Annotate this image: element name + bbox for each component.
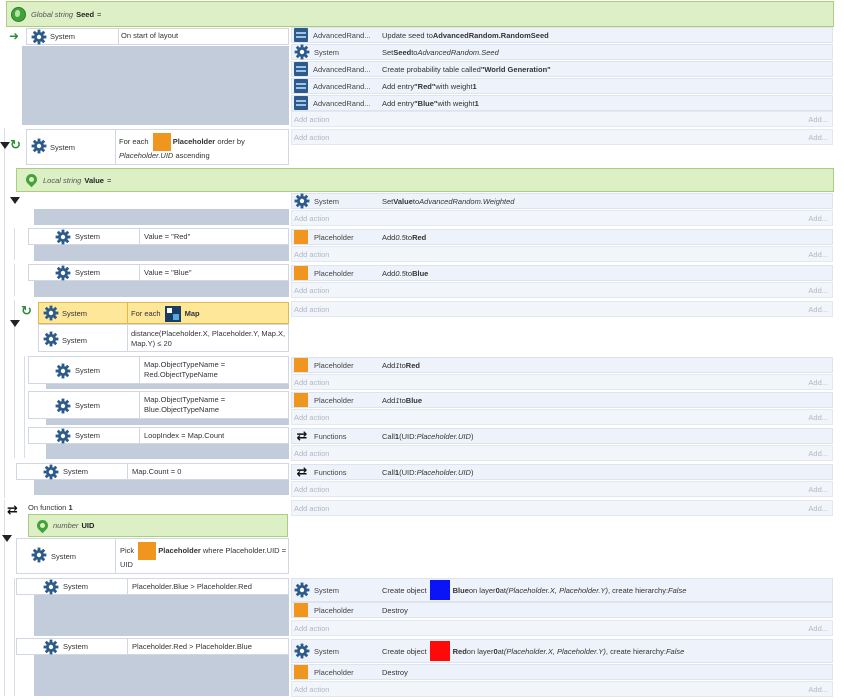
action-add-1-blue[interactable]: Placeholder Add 1 to Blue <box>291 392 833 408</box>
action-update-seed[interactable]: AdvancedRand... Update seed to AdvancedR… <box>291 27 833 43</box>
add-action-row[interactable]: Add action Add... <box>291 481 833 497</box>
add-action-row[interactable]: Add action Add... <box>291 210 833 226</box>
system-gear-icon <box>55 265 71 281</box>
condition-distance[interactable]: System distance(Placeholder.X, Placehold… <box>38 324 289 352</box>
blue-object-icon <box>429 580 450 600</box>
action-add-entry-blue[interactable]: AdvancedRand... Add entry "Blue" with we… <box>291 95 833 111</box>
add-action-row[interactable]: Add action Add... <box>291 500 833 516</box>
event-start-of-layout[interactable]: ➜ System On start of layout <box>6 28 834 125</box>
action-create-probability-table[interactable]: AdvancedRand... Create probability table… <box>291 61 833 77</box>
local-variable-bar[interactable]: Local string Value = <box>16 168 834 192</box>
action-add-red[interactable]: Placeholder Add 0.5 to Red <box>291 229 833 245</box>
add-action-row[interactable]: Add action Add... <box>291 374 833 390</box>
trigger-arrow-icon: ➜ <box>9 29 20 43</box>
action-call-function-count[interactable]: ⇄ Functions Call 1 (UID: Placeholder.UID) <box>291 464 833 480</box>
collapse-triangle-icon[interactable] <box>10 197 20 204</box>
loop-icon: ↻ <box>21 303 32 318</box>
placeholder-object-icon <box>294 358 308 372</box>
system-gear-icon <box>43 639 59 655</box>
placeholder-object-icon <box>294 665 308 679</box>
variable-name: Seed <box>76 9 95 19</box>
action-set-seed[interactable]: System Set Seed to AdvancedRandom.Seed <box>291 44 833 60</box>
add-action-row[interactable]: Add action Add... <box>291 681 833 697</box>
condition-blue-greater[interactable]: System Placeholder.Blue > Placeholder.Re… <box>16 578 289 595</box>
system-gear-icon <box>31 29 47 45</box>
system-gear-icon <box>294 193 310 209</box>
event-gray-area <box>22 46 289 125</box>
function-header[interactable]: On function 1 <box>28 503 73 512</box>
system-gear-icon <box>55 229 71 245</box>
system-gear-icon <box>43 305 59 321</box>
advanced-random-icon <box>294 62 308 76</box>
condition-map-blue[interactable]: System Map.ObjectTypeName = Blue.ObjectT… <box>28 391 289 419</box>
function-parameter-bar[interactable]: number UID <box>28 514 288 537</box>
system-gear-icon <box>55 363 71 379</box>
condition-object: System <box>50 32 76 41</box>
placeholder-object-icon <box>152 133 171 151</box>
system-gear-icon <box>43 579 59 595</box>
system-gear-icon <box>31 138 47 154</box>
system-gear-icon <box>43 464 59 480</box>
system-gear-icon <box>294 582 310 598</box>
collapse-triangle-icon[interactable] <box>10 320 20 327</box>
system-gear-icon <box>294 44 310 60</box>
variable-scope: Global string <box>31 9 74 19</box>
action-create-red[interactable]: System Create object Red on layer 0 at (P… <box>291 639 833 663</box>
condition-value-blue[interactable]: System Value = "Blue" <box>28 264 289 281</box>
loop-icon: ↻ <box>10 137 21 152</box>
condition-for-each-map[interactable]: System For each Map <box>38 302 289 324</box>
collapse-triangle-icon[interactable] <box>2 535 12 542</box>
condition-text: On start of layout <box>121 31 179 40</box>
placeholder-object-icon <box>294 266 308 280</box>
collapse-triangle-icon[interactable] <box>0 142 10 149</box>
function-icon: ⇄ <box>7 502 18 517</box>
condition-value-red[interactable]: System Value = "Red" <box>28 228 289 245</box>
action-create-blue[interactable]: System Create object Blue on layer 0 at (… <box>291 578 833 602</box>
system-gear-icon <box>43 331 59 347</box>
condition-for-each-placeholder[interactable]: System For each Placeholder order by Pla… <box>26 129 289 165</box>
system-gear-icon <box>55 428 71 444</box>
globe-icon <box>11 7 26 22</box>
add-action-row[interactable]: Add action Add... <box>291 409 833 425</box>
add-action-row[interactable]: Add action Add... <box>291 129 833 145</box>
red-object-icon <box>429 641 450 661</box>
condition-map-red[interactable]: System Map.ObjectTypeName = Red.ObjectTy… <box>28 356 289 384</box>
action-destroy-red-branch[interactable]: Placeholder Destroy <box>291 664 833 680</box>
add-action-row[interactable]: Add action Add... <box>291 111 833 127</box>
condition-start-of-layout[interactable]: System On start of layout <box>26 28 289 45</box>
condition-map-count[interactable]: System Map.Count = 0 <box>16 463 289 480</box>
condition-loopindex[interactable]: System LoopIndex = Map.Count <box>28 427 289 444</box>
add-action-row[interactable]: Add action Add... <box>291 246 833 262</box>
functions-icon: ⇄ <box>296 428 308 443</box>
condition-red-greater[interactable]: System Placeholder.Red > Placeholder.Blu… <box>16 638 289 655</box>
add-action-row[interactable]: Add action Add... <box>291 445 833 461</box>
pin-icon <box>34 517 51 534</box>
condition-pick-placeholder[interactable]: System Pick Placeholder where Placeholde… <box>16 538 289 574</box>
placeholder-object-icon <box>294 603 308 617</box>
add-action-row[interactable]: Add action Add... <box>291 301 833 317</box>
placeholder-object-icon <box>294 230 308 244</box>
add-action-row[interactable]: Add action Add... <box>291 620 833 636</box>
global-variable-bar[interactable]: Global string Seed = <box>6 1 834 27</box>
action-add-blue[interactable]: Placeholder Add 0.5 to Blue <box>291 265 833 281</box>
add-action-row[interactable]: Add action Add... <box>291 282 833 298</box>
variable-equals: = <box>97 9 102 19</box>
map-object-icon <box>164 306 181 322</box>
pin-icon <box>23 171 40 188</box>
advanced-random-icon <box>294 96 308 110</box>
action-add-1-red[interactable]: Placeholder Add 1 to Red <box>291 357 833 373</box>
placeholder-object-icon <box>294 393 308 407</box>
system-gear-icon <box>31 547 47 563</box>
system-gear-icon <box>294 643 310 659</box>
action-set-value[interactable]: System Set Value to AdvancedRandom.Weigh… <box>291 193 833 209</box>
action-call-function-loop[interactable]: ⇄ Functions Call 1 (UID: Placeholder.UID) <box>291 428 833 444</box>
advanced-random-icon <box>294 28 308 42</box>
system-gear-icon <box>55 398 71 414</box>
functions-icon: ⇄ <box>296 464 308 479</box>
action-add-entry-red[interactable]: AdvancedRand... Add entry "Red" with wei… <box>291 78 833 94</box>
advanced-random-icon <box>294 79 308 93</box>
action-destroy-blue-branch[interactable]: Placeholder Destroy <box>291 602 833 618</box>
placeholder-object-icon <box>138 542 157 560</box>
